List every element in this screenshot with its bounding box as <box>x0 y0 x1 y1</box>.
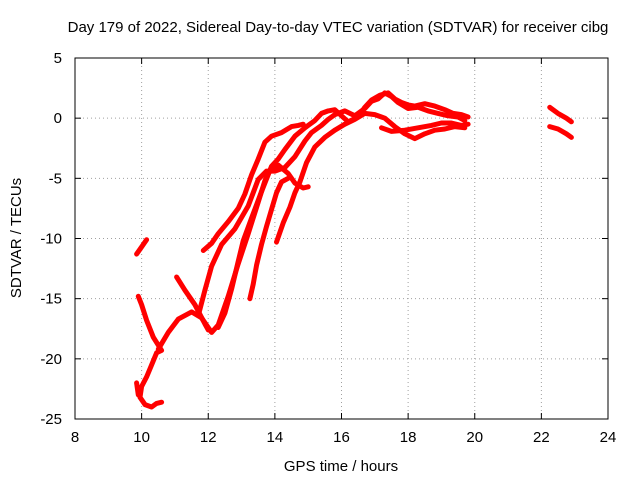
series-track-l <box>547 104 574 125</box>
series-track-c <box>134 380 141 398</box>
series-track-b <box>135 293 165 410</box>
x-tick-label: 14 <box>267 429 284 446</box>
series-track-d <box>155 162 311 352</box>
x-tick-label: 16 <box>333 429 350 446</box>
x-tick-label: 20 <box>466 429 483 446</box>
y-tick-label: -25 <box>40 411 62 428</box>
series-track-i <box>247 175 291 302</box>
y-axis-label: SDTVAR / TECUs <box>8 178 25 298</box>
x-tick-label: 10 <box>133 429 150 446</box>
data-series <box>134 90 574 410</box>
y-tick-label: 0 <box>54 110 62 127</box>
series-track-k <box>379 120 471 134</box>
x-tick-label: 24 <box>600 429 617 446</box>
y-tick-label: -10 <box>40 231 62 248</box>
x-tick-label: 12 <box>200 429 217 446</box>
y-tick-label: -15 <box>40 291 62 308</box>
series-track-j <box>274 110 468 245</box>
series-track-g <box>200 121 306 253</box>
grid-lines <box>75 58 608 419</box>
x-tick-label: 22 <box>533 429 550 446</box>
x-axis-label: GPS time / hours <box>284 458 398 475</box>
series-track-e <box>174 274 211 333</box>
series-track-a <box>134 237 150 257</box>
chart-title: Day 179 of 2022, Sidereal Day-to-day VTE… <box>68 19 609 36</box>
axis-ticks: 8 10 12 14 16 18 20 22 24 -25 -20 -15 -10 -5 0 5 <box>40 50 616 446</box>
y-tick-label: -5 <box>49 170 62 187</box>
y-tick-label: 5 <box>54 50 62 67</box>
series-track-m <box>547 124 574 140</box>
x-tick-label: 8 <box>71 429 79 446</box>
y-tick-label: -20 <box>40 351 62 368</box>
series-track-h <box>215 90 471 330</box>
x-tick-label: 18 <box>400 429 417 446</box>
